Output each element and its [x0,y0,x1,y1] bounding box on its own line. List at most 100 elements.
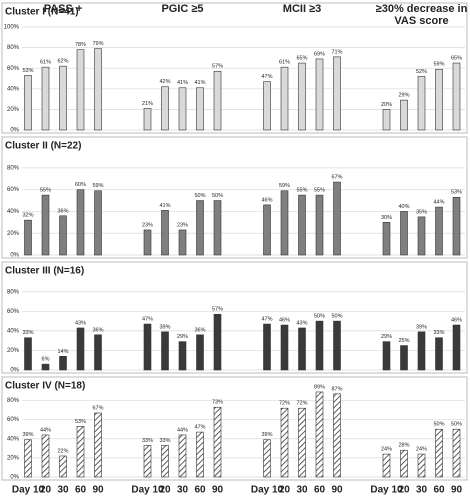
value-label: 55% [40,188,51,194]
bar [161,86,169,131]
value-label: 43% [296,320,307,326]
value-label: 87% [331,386,342,392]
bar [435,206,443,256]
value-label: 39% [416,324,427,330]
bar [280,324,289,371]
x-tick-label: 90 [331,485,343,496]
value-label: 53% [75,419,86,425]
value-label: 52% [416,69,427,75]
bar [41,363,50,371]
bar [143,229,152,256]
bar [196,87,204,131]
value-label: 50% [212,193,223,199]
bar [298,62,306,131]
x-tick-label: 30 [177,485,189,496]
value-label: 59% [92,183,103,189]
value-label: 39% [261,432,272,438]
bar [315,320,324,371]
cluster-title: Cluster III (N=16) [5,266,84,277]
cluster-title: Cluster IV (N=18) [5,381,85,392]
value-label: 24% [416,447,427,453]
bar [178,87,187,131]
bar [417,216,426,256]
bar [94,48,102,131]
bar [435,428,443,478]
bar [280,190,289,256]
cluster-frame [1,261,468,374]
value-label: 42% [159,79,170,85]
bar [24,439,32,478]
value-label: 79% [92,41,103,47]
value-label: 44% [433,200,444,206]
x-tick-label: 30 [416,485,428,496]
value-label: 6% [42,357,50,363]
bar [333,56,341,131]
y-tick-label: 60% [7,66,20,72]
value-label: 41% [194,80,205,86]
value-label: 22% [57,448,68,454]
bar [161,210,169,256]
value-label: 36% [92,327,103,333]
value-label: 50% [314,314,325,320]
value-label: 61% [40,60,51,66]
y-tick-label: 40% [7,436,20,442]
bar [280,407,289,478]
value-label: 61% [279,60,290,66]
value-label: 14% [57,349,68,355]
value-label: 78% [75,42,86,48]
bar [76,189,85,256]
x-tick-label: 90 [92,485,104,496]
value-label: 50% [451,422,462,428]
x-tick-label: 60 [314,485,326,496]
value-label: 32% [22,213,33,219]
bar [452,196,461,256]
value-label: 55% [314,188,325,194]
cluster-frame [1,376,468,481]
value-label: 67% [92,405,103,411]
value-label: 59% [433,62,444,68]
value-label: 36% [194,327,205,333]
x-tick-label: Day 10 [251,485,284,496]
bar [76,49,85,131]
value-label: 33% [159,438,170,444]
x-tick-label: 90 [451,485,463,496]
value-label: 57% [212,64,223,70]
value-label: 67% [331,174,342,180]
bar [24,75,32,131]
bar [400,345,408,371]
y-tick-label: 80% [7,45,20,51]
value-label: 47% [261,74,272,80]
bar [382,222,391,256]
y-tick-label: 20% [7,107,20,113]
bar [196,334,204,371]
y-tick-label: 100% [4,25,20,31]
value-label: 50% [194,193,205,199]
bar [382,453,391,478]
column-header: MCII ≥3 [282,3,322,15]
bar [143,323,152,371]
column-header: PASS + [43,3,83,15]
bar [382,109,391,131]
x-tick-label: 20 [279,485,291,496]
value-label: 53% [451,190,462,196]
bar [213,406,222,478]
value-label: 53% [22,68,33,74]
bar [435,68,443,131]
y-tick-label: 80% [7,165,20,171]
bar [213,200,222,256]
bar [94,412,102,478]
bar [94,190,102,256]
value-label: 55% [296,188,307,194]
value-label: 46% [261,197,272,203]
value-label: 24% [381,447,392,453]
bar [59,65,67,131]
bar [178,229,187,256]
value-label: 20% [381,102,392,108]
bar [143,445,152,478]
value-label: 65% [296,56,307,62]
bar [143,108,152,131]
bar [315,391,324,478]
value-label: 36% [57,208,68,214]
